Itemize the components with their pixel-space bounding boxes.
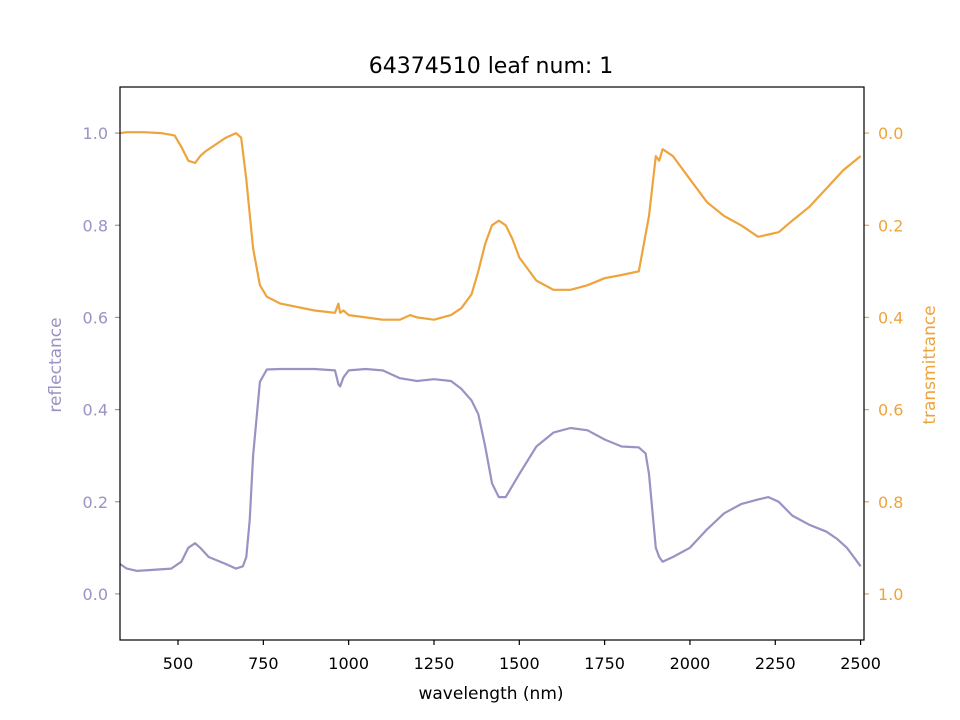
y-axis-label-left: reflectance <box>46 317 66 412</box>
chart-title: 64374510 leaf num: 1 <box>369 54 614 79</box>
y-tick-label-left: 0.8 <box>83 216 108 235</box>
x-tick-label: 2000 <box>670 654 711 673</box>
x-tick-label: 500 <box>163 654 194 673</box>
y-tick-label-right: 1.0 <box>878 585 903 604</box>
x-tick-label: 1000 <box>328 654 369 673</box>
y-tick-label-left: 1.0 <box>83 124 108 143</box>
x-tick-label: 2250 <box>755 654 796 673</box>
x-tick-label: 1750 <box>584 654 625 673</box>
x-tick-label: 1250 <box>414 654 455 673</box>
reflectance-line <box>119 367 862 573</box>
series-layer <box>119 131 862 573</box>
y-tick-label-right: 0.4 <box>878 308 903 327</box>
x-tick-label: 1500 <box>499 654 540 673</box>
y-tick-label-right: 0.8 <box>878 493 903 512</box>
y-tick-label-left: 0.6 <box>83 308 108 327</box>
y-tick-label-left: 0.4 <box>83 401 108 420</box>
y-tick-label-left: 0.0 <box>83 585 108 604</box>
y-tick-label-left: 0.2 <box>83 493 108 512</box>
x-axis-label: wavelength (nm) <box>418 684 563 704</box>
plot-frame <box>119 86 865 641</box>
y-tick-label-right: 0.2 <box>878 216 903 235</box>
y-axis-label-right: transmittance <box>920 305 940 424</box>
x-tick-label: 750 <box>248 654 279 673</box>
ticks-layer: 500 750 1000 1250 1500 1750 2000 2250 2500 0.0 0.2… <box>83 124 904 673</box>
y-tick-label-right: 0.6 <box>878 401 903 420</box>
x-tick-label: 2500 <box>840 654 881 673</box>
y-tick-label-right: 0.0 <box>878 124 903 143</box>
transmittance-line <box>119 131 862 321</box>
